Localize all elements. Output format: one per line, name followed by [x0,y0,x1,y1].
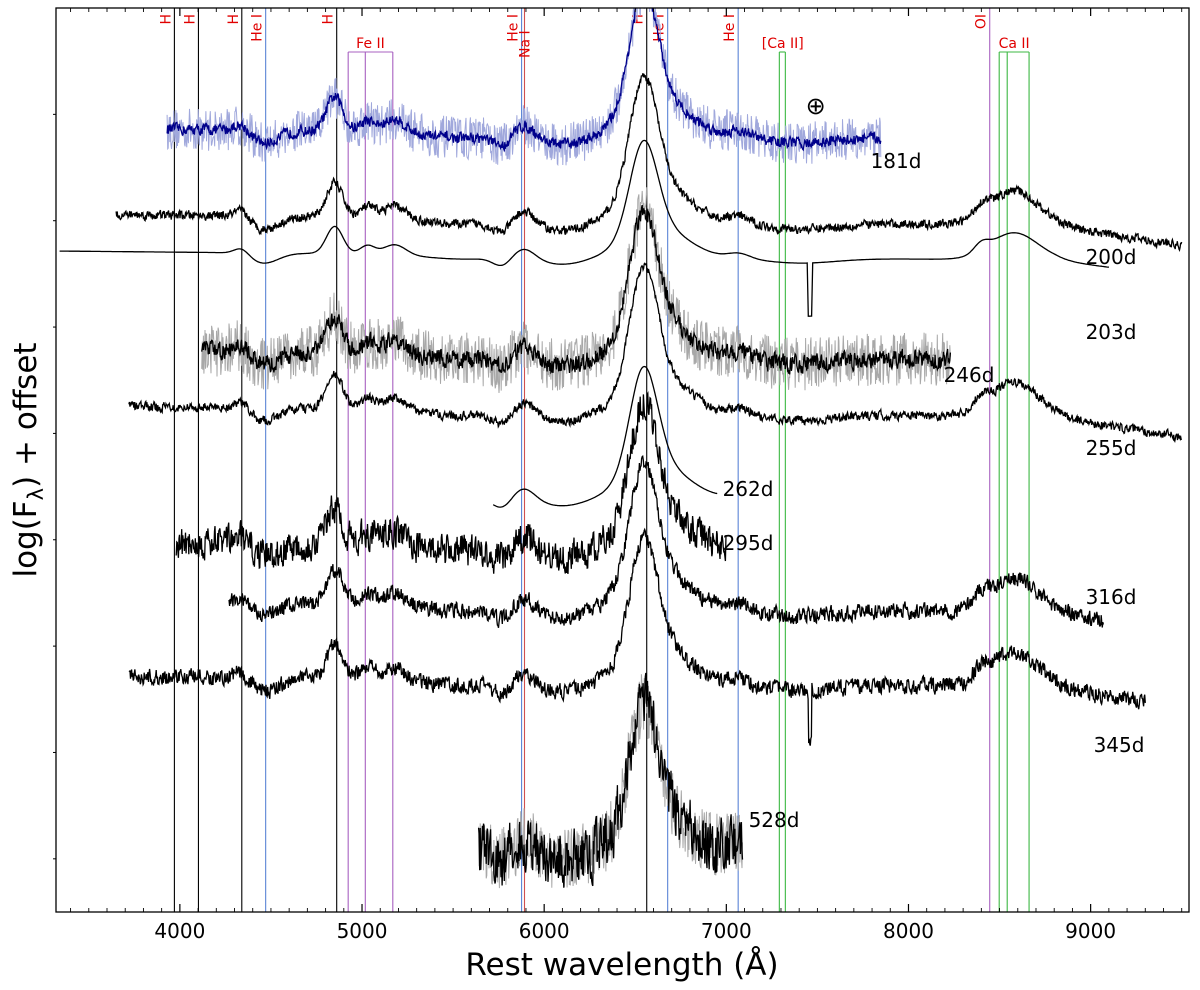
line-label-ca-ii: Ca II [999,36,1030,52]
axis-ticks: 4000 5000 6000 7000 8000 9000 [53,8,1183,943]
line-label-h: H [226,14,242,25]
epoch-label-203d: 203d [1086,320,1137,344]
epoch-label-262d: 262d [723,477,774,501]
line-label-oi: OI [974,14,990,29]
line-label-h: H [631,14,647,25]
epoch-label-181d: 181d [871,149,922,173]
y-axis-title: log(Fλ) + offset [8,342,48,577]
x-tick-label: 5000 [337,919,388,943]
line-label-fe-ii: Fe II [356,36,385,52]
epoch-label-246d: 246d [944,363,995,387]
spectrum-181d [166,8,882,153]
epoch-label-528d: 528d [749,808,800,832]
x-tick-label: 8000 [883,919,934,943]
spectrum-255d [128,262,1182,443]
epoch-labels: 181d 200d 203d 246d 255d 262d 295d 316d 345d 528d [723,149,1145,832]
epoch-label-200d: 200d [1086,245,1137,269]
x-tick-label: 6000 [519,919,570,943]
telluric-symbol: ⊕ [806,92,826,120]
x-tick-label: 7000 [701,919,752,943]
spectrum-295d [175,391,727,574]
line-label-na-i: Na I [518,30,534,58]
epoch-label-255d: 255d [1086,436,1137,460]
x-tick-label: 4000 [154,919,205,943]
line-label-h: H [321,14,337,25]
line-label-ca-ii-forbidden: [Ca II] [762,36,804,52]
line-label-h: H [182,14,198,25]
x-axis-title: Rest wavelength (Å) [465,947,778,983]
line-label-he-i: He I [250,14,266,42]
spectrum-345d [128,527,1146,746]
epoch-label-316d: 316d [1086,585,1137,609]
y-axis-title-main: log(F [8,500,44,577]
spectrum-203d [59,139,1109,317]
spectra-series [59,8,1183,889]
line-label-h: H [158,14,174,25]
epoch-label-345d: 345d [1094,733,1145,757]
epoch-label-295d: 295d [723,531,774,555]
x-tick-label: 9000 [1065,919,1116,943]
line-label-he-i: He I [506,14,522,42]
y-axis-title-subscript: λ [24,488,48,500]
spectrum-200d [115,73,1183,253]
spectrum-262d [492,365,718,508]
spectrum-316d [228,454,1105,628]
spectrum-528d [477,672,744,888]
spectrum-246d [201,204,952,375]
line-label-he-i: He I [722,14,738,42]
line-identification-markers [173,8,1030,912]
y-axis-title-tail: ) + offset [8,342,44,487]
plot-frame [55,7,1190,913]
